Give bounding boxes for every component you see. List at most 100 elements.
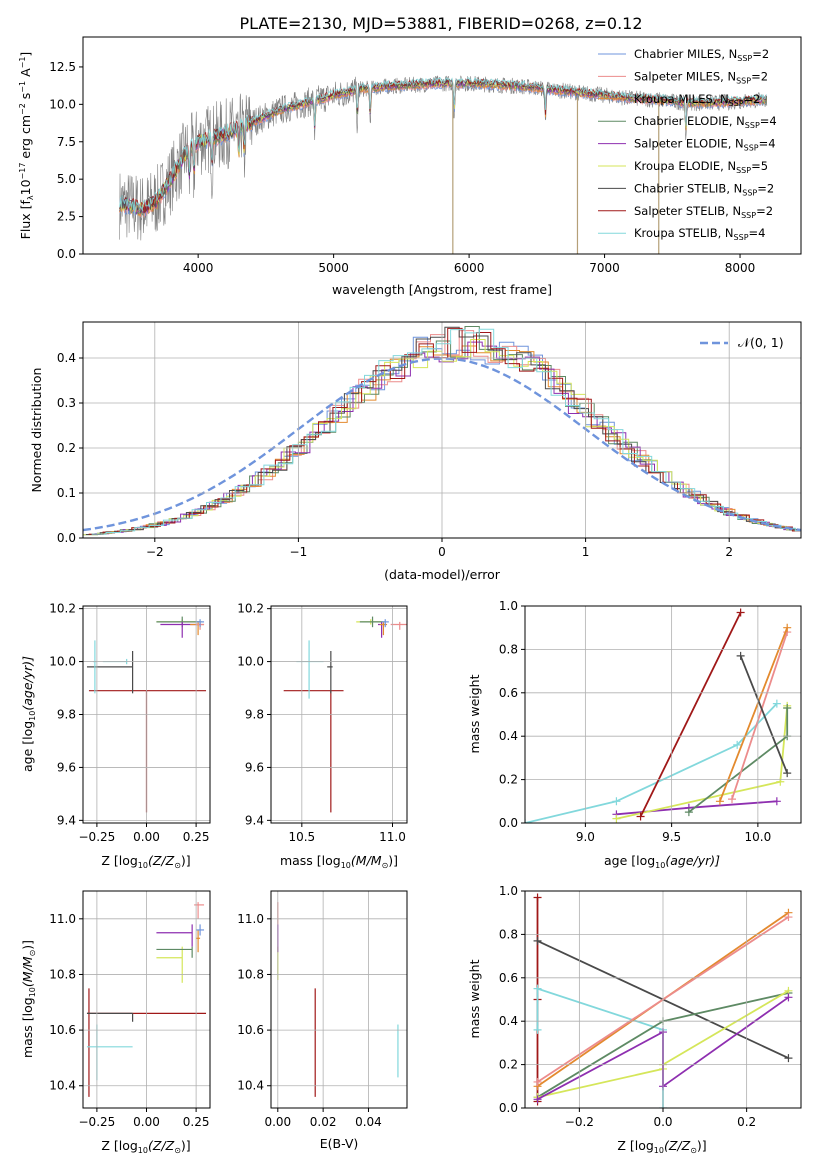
z-weight-marker-kroupa_stelib (533, 984, 542, 993)
z-mass-xtick-label: 0.00 (133, 1115, 160, 1129)
z-weight-marker-chabrier_stelib (784, 1054, 793, 1063)
age-weight-marker-salpeter_miles (728, 795, 736, 804)
ebv-mass-frame (270, 890, 408, 1109)
z-mass-xtick-label: 0.25 (183, 1115, 210, 1129)
z-age-ytick-label: 10.2 (49, 602, 76, 616)
spectrum-xtick-label: 8000 (725, 261, 756, 275)
mass-age-ytick-label: 9.8 (245, 708, 264, 722)
residuals-xlabel: (data-model)/error (384, 567, 501, 582)
age-weight-marker-chabrier_elodie (783, 703, 792, 712)
z-age-xlabel: Z [log10(Z/Z⊙)] (101, 853, 190, 870)
z-weight-ytick-label: 0.4 (499, 1014, 518, 1028)
age-weight-ytick-label: 0.8 (499, 642, 518, 656)
page-title: PLATE=2130, MJD=53881, FIBERID=0268, z=0… (239, 14, 642, 33)
age-weight-marker-kroupa_miles (715, 797, 724, 806)
z-weight-xtick-label: 0.0 (653, 1115, 672, 1129)
spectrum-ytick-label: 12.5 (49, 60, 76, 74)
ebv-mass-xtick-label: 0.04 (355, 1115, 382, 1129)
z-weight-ytick-label: 0.6 (499, 971, 518, 985)
spectrum-frame (82, 36, 802, 255)
ebv-mass-plot-area (277, 902, 399, 1097)
z-weight-marker-salpeter_elodie (784, 993, 793, 1002)
spectrum-legend-entry: Chabrier MILES, NSSP=2 (634, 47, 769, 63)
age-weight-series-kroupa_miles (719, 627, 789, 802)
mass-age-ytick-label: 9.4 (245, 813, 264, 827)
age-weight-xlabel: age [log10(age/yr)] (604, 853, 720, 870)
z-age-xtick-label: 0.25 (183, 830, 210, 844)
mass-age-ytick-label: 10.0 (237, 655, 264, 669)
age-weight-ytick-label: 0.0 (499, 816, 518, 830)
mass-age-ytick-label: 10.2 (237, 602, 264, 616)
z-weight-marker-salpeter_stelib (533, 893, 542, 902)
ebv-mass-xtick-label: 0.00 (264, 1115, 291, 1129)
residuals-xtick-label: −2 (146, 545, 164, 559)
spectrum-legend-entry: Salpeter ELODIE, NSSP=4 (634, 137, 776, 153)
residuals-ylabel: Normed distribution (29, 368, 44, 493)
z-mass-ytick-label: 10.6 (49, 1023, 76, 1037)
age-weight-marker-kroupa_stelib (612, 797, 621, 806)
z-weight-ytick-label: 0.0 (499, 1101, 518, 1115)
ebv-mass-ytick-label: 11.0 (237, 912, 264, 926)
age-weight-ytick-label: 1.0 (499, 599, 518, 613)
spectrum-xtick-label: 4000 (183, 261, 214, 275)
residuals-xtick-label: 1 (582, 545, 590, 559)
z-age-ytick-label: 10.0 (49, 655, 76, 669)
z-age-ytick-label: 9.4 (57, 813, 76, 827)
ebv-mass-ytick-label: 10.8 (237, 967, 264, 981)
mass-age-xtick-label: 11.0 (379, 830, 406, 844)
spectrum-ytick-label: 5.0 (57, 172, 76, 186)
age-weight-plot-area (525, 608, 792, 823)
mass-age-ytick-label: 9.6 (245, 760, 264, 774)
z-age-xlabel: Z [log10(Z/Z⊙)] (101, 1138, 190, 1155)
age-weight-series-kroupa_stelib (525, 702, 778, 823)
age-weight-marker-chabrier_elodie (684, 808, 693, 817)
z-weight-marker-salpeter_miles (784, 913, 793, 922)
z-weight-marker-kroupa_stelib (533, 1025, 542, 1034)
spectrum-legend-entry: Kroupa STELIB, NSSP=4 (634, 226, 765, 242)
age-weight-series-chabrier_stelib (739, 655, 789, 774)
ebv-mass-xlabel: E(B-V) (320, 1136, 359, 1151)
normal-legend-label: 𝒩(0, 1) (738, 335, 784, 350)
spectrum-plot-area (119, 75, 768, 254)
z-age-ylabel: age [log10(age/yr)] (20, 656, 37, 772)
z-weight-marker-salpeter_elodie (533, 1095, 542, 1104)
spectrum-legend-entry: Salpeter STELIB, NSSP=2 (634, 204, 773, 220)
z-mass-ylabel: mass [log10(M/M⊙)] (20, 940, 37, 1058)
age-weight-xtick-label: 9.5 (662, 830, 681, 844)
mass-age-plot-area (283, 616, 407, 813)
mass-age-xlabel: mass [log10(M/M⊙)] (280, 853, 398, 870)
z-weight-xtick-label: 0.2 (737, 1115, 756, 1129)
age-weight-xtick-label: 9.0 (576, 830, 595, 844)
z-mass-ytick-label: 10.4 (49, 1079, 76, 1093)
residuals-ytick-label: 0.2 (57, 441, 76, 455)
z-weight-ytick-label: 0.8 (499, 927, 518, 941)
residuals-xtick-label: 2 (725, 545, 733, 559)
age-weight-series-salpeter_miles (731, 631, 789, 800)
age-weight-marker-kroupa_stelib (772, 699, 781, 708)
spectrum-xtick-label: 7000 (589, 261, 620, 275)
age-weight-ytick-label: 0.2 (499, 773, 518, 787)
age-weight-series-salpeter_stelib (639, 612, 742, 817)
age-weight-marker-kroupa_elodie (612, 814, 621, 823)
z-weight-ytick-label: 0.2 (499, 1058, 518, 1072)
residuals-xtick-label: −1 (290, 545, 308, 559)
ebv-mass-ytick-label: 10.6 (237, 1023, 264, 1037)
z-weight-ylabel: mass weight (467, 959, 482, 1038)
residuals-xtick-label: 0 (438, 545, 446, 559)
spectrum-ylabel: Flux [fλ10−17 erg cm−2 s−1 A−1] (18, 52, 35, 240)
residuals-ytick-label: 0.4 (57, 351, 76, 365)
spectrum-legend-entry: Chabrier STELIB, NSSP=2 (634, 181, 774, 197)
z-mass-ytick-label: 11.0 (49, 912, 76, 926)
age-weight-marker-chabrier_stelib (783, 769, 792, 778)
spectrum-legend-entry: Kroupa ELODIE, NSSP=5 (634, 159, 768, 175)
z-age-xlabel: Z [log10(Z/Z⊙)] (617, 1138, 706, 1155)
age-weight-marker-salpeter_stelib (636, 812, 645, 821)
age-weight-marker-kroupa_elodie (776, 777, 785, 786)
spectrum-legend-entry: Chabrier ELODIE, NSSP=4 (634, 114, 777, 130)
ebv-mass-xtick-label: 0.02 (310, 1115, 337, 1129)
spectrum-legend-entry: Kroupa MILES, NSSP=2 (634, 92, 760, 108)
spectrum-ytick-label: 7.5 (57, 135, 76, 149)
residuals-ytick-label: 0.0 (57, 531, 76, 545)
spectrum-xtick-label: 6000 (454, 261, 485, 275)
